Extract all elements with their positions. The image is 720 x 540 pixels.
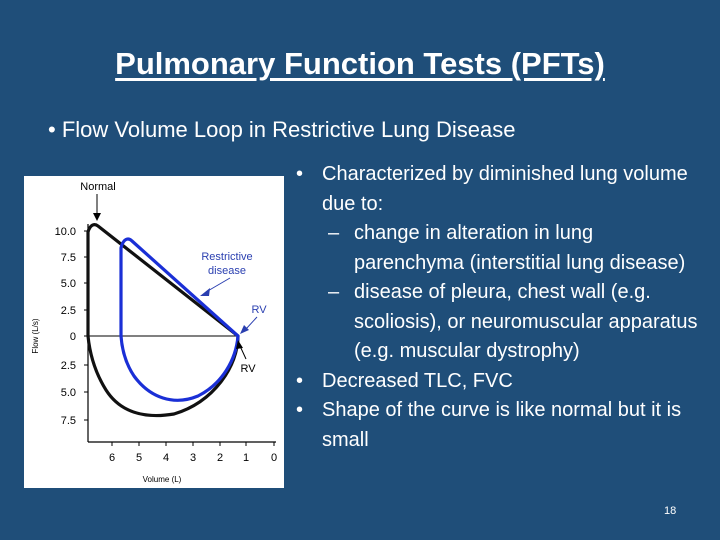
bullet-text: Shape of the curve is like normal but it… <box>322 399 682 451</box>
restrictive-arrow-shaft <box>205 277 231 293</box>
x-tick-label: 2 <box>217 452 223 464</box>
y-tick-label: 5.0 <box>61 278 76 290</box>
y-tick-label: 5.0 <box>61 387 76 399</box>
bullet-list: • Characterized by diminished lung volum… <box>296 160 708 455</box>
normal-arrow-head <box>93 213 101 221</box>
dash-glyph: – <box>328 281 340 303</box>
restrictive-label-line1: Restrictive <box>201 251 252 263</box>
restrictive-label-line2: disease <box>208 265 246 277</box>
restrictive-loop-curve <box>119 237 240 402</box>
x-tick-label: 4 <box>163 452 169 464</box>
y-tick-label: 0 <box>70 331 76 343</box>
rv-blue-arrow-head <box>240 325 249 334</box>
bullet-glyph: • <box>296 163 304 185</box>
sub-bullet-item: – disease of pleura, chest wall (e.g. sc… <box>296 278 708 367</box>
y-tick-label: 2.5 <box>61 305 76 317</box>
rv-label-normal: RV <box>240 363 256 375</box>
bullet-glyph: • <box>296 399 304 421</box>
bullet-text: Decreased TLC, FVC <box>322 369 513 392</box>
x-tick-label: 6 <box>109 452 115 464</box>
normal-loop-curve <box>86 223 240 418</box>
rv-black-arrow-head <box>236 340 243 349</box>
bullet-item: • Shape of the curve is like normal but … <box>296 396 708 455</box>
x-axis-label: Volume (L) <box>143 475 182 484</box>
bullet-item: • Decreased TLC, FVC <box>296 367 708 397</box>
y-tick-marks <box>84 230 88 421</box>
flow-volume-svg: 10.0 7.5 5.0 2.5 0 2.5 5.0 7.5 6 5 4 3 2… <box>31 181 277 484</box>
x-tick-labels: 6 5 4 3 2 1 0 <box>109 452 277 464</box>
x-tick-label: 5 <box>136 452 142 464</box>
y-tick-label: 10.0 <box>55 226 76 238</box>
y-tick-label: 2.5 <box>61 360 76 372</box>
sub-bullet-item: – change in alteration in lung parenchym… <box>296 219 708 278</box>
x-tick-label: 3 <box>190 452 196 464</box>
x-tick-label: 0 <box>271 452 277 464</box>
bullet-glyph: • <box>296 369 304 392</box>
flow-volume-loop-figure: 10.0 7.5 5.0 2.5 0 2.5 5.0 7.5 6 5 4 3 2… <box>24 176 284 488</box>
normal-label: Normal <box>80 181 115 193</box>
sub-bullet-text: change in alteration in lung parenchyma … <box>354 222 686 274</box>
main-bullet: • Flow Volume Loop in Restrictive Lung D… <box>48 117 516 142</box>
y-tick-label: 7.5 <box>61 415 76 427</box>
rv-label-restrictive: RV <box>251 304 267 316</box>
x-tick-marks <box>111 442 275 446</box>
sub-bullet-text: disease of pleura, chest wall (e.g. scol… <box>354 281 698 362</box>
slide-title: Pulmonary Function Tests (PFTs) <box>115 46 605 81</box>
x-tick-label: 1 <box>243 452 249 464</box>
y-tick-labels: 10.0 7.5 5.0 2.5 0 2.5 5.0 7.5 <box>55 226 76 427</box>
y-tick-label: 7.5 <box>61 252 76 264</box>
dash-glyph: – <box>328 222 340 244</box>
bullet-item: • Characterized by diminished lung volum… <box>296 160 708 219</box>
y-axis-label: Flow (L/s) <box>31 318 40 353</box>
rv-blue-arrow-shaft <box>245 316 258 330</box>
bullet-text: Characterized by diminished lung volume … <box>322 163 688 215</box>
page-number: 18 <box>664 505 677 517</box>
restrictive-arrow-head <box>200 288 210 296</box>
